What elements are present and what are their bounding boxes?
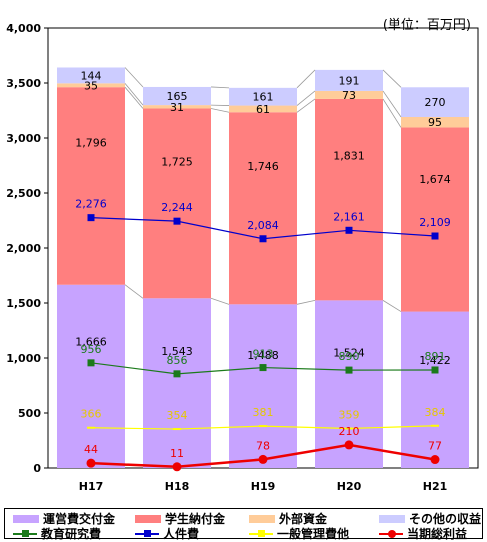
legend-swatch-external-funds: [249, 515, 275, 523]
line-label-admin-cost: 354: [167, 409, 188, 422]
line-label-net-income: 78: [256, 439, 270, 452]
legend-line-research-cost: [13, 533, 37, 535]
line-label-admin-cost: 381: [253, 406, 274, 419]
legend-swatch-other-revenue: [379, 515, 405, 523]
bar-tuition: [229, 112, 297, 304]
point-net-income: [87, 459, 96, 468]
line-label-personnel-cost: 2,109: [419, 216, 451, 229]
y-tick-label: 2,500: [6, 187, 41, 200]
bar-tuition: [315, 99, 383, 300]
line-label-net-income: 210: [339, 425, 360, 438]
point-net-income: [259, 455, 268, 464]
line-label-admin-cost: 359: [339, 409, 360, 422]
legend-net-income: 当期総利益: [379, 525, 467, 542]
bar-label-external-funds: 73: [342, 89, 356, 102]
line-label-personnel-cost: 2,276: [75, 198, 107, 211]
point-net-income: [431, 455, 440, 464]
x-tick-label: H18: [165, 480, 190, 493]
y-tick-label: 500: [18, 407, 41, 420]
y-tick-label: 1,000: [6, 352, 41, 365]
y-tick-label: 0: [33, 462, 41, 475]
line-label-net-income: 11: [170, 447, 184, 460]
line-label-net-income: 44: [84, 443, 98, 456]
line-label-admin-cost: 384: [425, 406, 446, 419]
legend-swatch-tuition: [135, 515, 161, 523]
line-label-research-cost: 913: [253, 348, 274, 361]
legend-label-research-cost: 教育研究費: [41, 525, 101, 542]
line-label-research-cost: 956: [81, 343, 102, 356]
x-tick-label: H20: [337, 480, 362, 493]
legend-research-cost: 教育研究費: [13, 525, 101, 542]
point-research-cost: [174, 370, 181, 377]
y-tick-label: 4,000: [6, 22, 41, 35]
point-research-cost: [432, 366, 439, 373]
x-tick-label: H17: [79, 480, 104, 493]
x-tick-label: H21: [423, 480, 448, 493]
legend-swatch-operating-grant: [13, 515, 39, 523]
bar-tuition: [57, 87, 125, 285]
bar-label-other-revenue: 144: [81, 69, 102, 82]
y-tick-label: 3,000: [6, 132, 41, 145]
legend-admin-cost: 一般管理費他: [249, 525, 349, 542]
line-label-personnel-cost: 2,244: [161, 201, 193, 214]
point-research-cost: [346, 367, 353, 374]
point-research-cost: [260, 364, 267, 371]
line-label-research-cost: 890: [339, 350, 360, 363]
legend-personnel-cost: 人件費: [135, 525, 199, 542]
bar-label-other-revenue: 191: [339, 74, 360, 87]
unit-label: (単位：百万円): [383, 14, 471, 33]
bar-label-other-revenue: 270: [425, 96, 446, 109]
point-personnel-cost: [174, 218, 181, 225]
point-personnel-cost: [346, 227, 353, 234]
legend-label-net-income: 当期総利益: [407, 525, 467, 542]
point-research-cost: [88, 359, 95, 366]
bar-label-external-funds: 61: [256, 103, 270, 116]
bar-label-tuition: 1,674: [419, 173, 451, 186]
bar-label-tuition: 1,725: [161, 156, 193, 169]
legend-line-personnel-cost: [135, 533, 159, 535]
y-tick-label: 3,500: [6, 77, 41, 90]
bar-label-tuition: 1,831: [333, 149, 365, 162]
legend-line-admin-cost: [249, 533, 273, 535]
line-label-research-cost: 891: [425, 350, 446, 363]
line-label-personnel-cost: 2,084: [247, 219, 279, 232]
line-label-research-cost: 856: [167, 354, 188, 367]
bar-label-other-revenue: 165: [167, 90, 188, 103]
line-label-admin-cost: 366: [81, 408, 102, 421]
point-personnel-cost: [88, 214, 95, 221]
bar-label-tuition: 1,796: [75, 136, 107, 149]
legend-label-admin-cost: 一般管理費他: [277, 525, 349, 542]
line-label-net-income: 77: [428, 440, 442, 453]
y-tick-label: 2,000: [6, 242, 41, 255]
y-tick-label: 1,500: [6, 297, 41, 310]
legend-label-personnel-cost: 人件費: [163, 525, 199, 542]
point-personnel-cost: [260, 235, 267, 242]
bar-operating-grant: [143, 298, 211, 468]
bar-label-external-funds: 95: [428, 116, 442, 129]
x-tick-label: H19: [251, 480, 276, 493]
bar-label-tuition: 1,746: [247, 160, 279, 173]
point-net-income: [345, 440, 354, 449]
revenue-expense-chart: 0 500 1,000 1,500 2,000 2,500 3,000 3,500 4,000 1…: [0, 0, 487, 505]
legend-line-net-income: [379, 533, 403, 535]
point-net-income: [173, 462, 182, 471]
bar-operating-grant: [57, 285, 125, 468]
bar-label-other-revenue: 161: [253, 91, 274, 104]
chart-legend: 運営費交付金 学生納付金 外部資金 その他の収益 教育研究費 人件費 一般管理費…: [4, 508, 483, 539]
point-personnel-cost: [432, 233, 439, 240]
line-label-personnel-cost: 2,161: [333, 210, 365, 223]
